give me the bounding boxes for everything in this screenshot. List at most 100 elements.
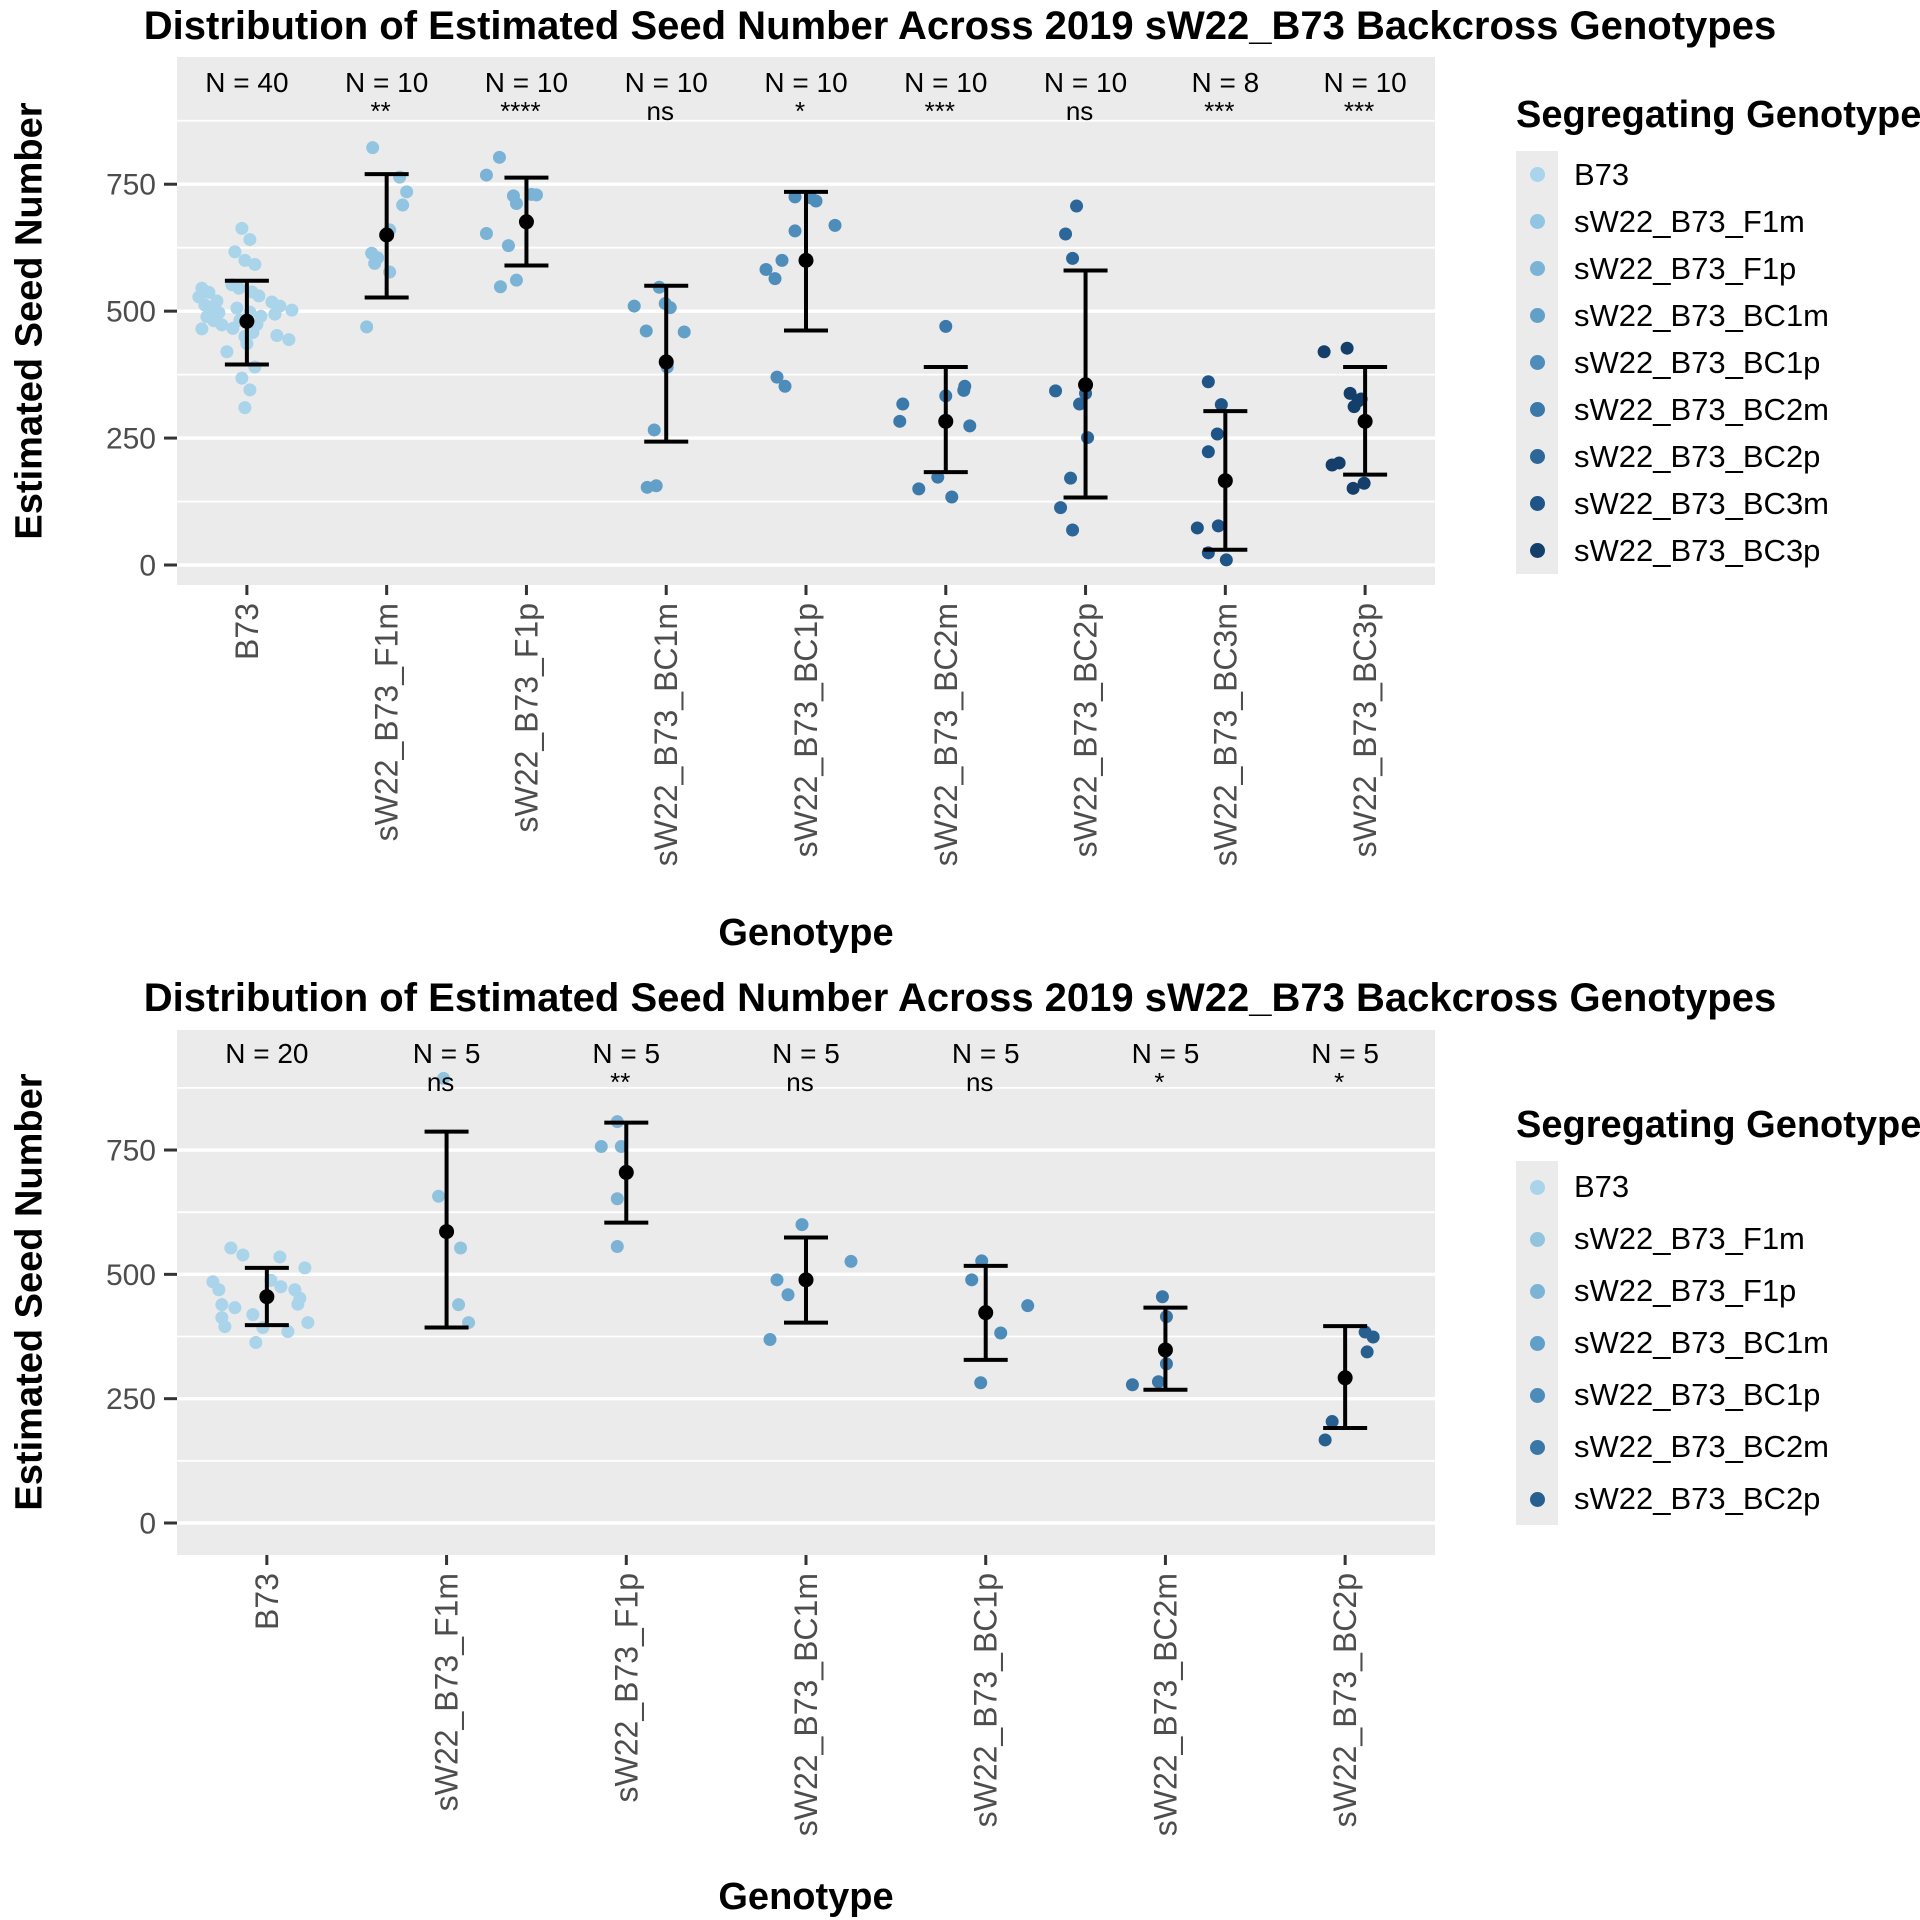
legend-label: sW22_B73_F1m	[1574, 203, 1805, 239]
n-label: N = 10	[904, 67, 987, 98]
legend-item: sW22_B73_F1p	[1516, 245, 1920, 292]
significance-label: **	[610, 1067, 630, 1097]
legend-label: sW22_B73_BC2p	[1574, 438, 1821, 474]
legend-key	[1516, 480, 1558, 527]
data-point	[268, 307, 282, 321]
legend-item: sW22_B73_BC2m	[1516, 1421, 1920, 1473]
data-point	[274, 1280, 288, 1294]
mean-point	[798, 252, 814, 268]
legend-label: sW22_B73_BC1m	[1574, 1325, 1830, 1360]
legend-swatch	[1529, 543, 1545, 558]
data-point	[1073, 397, 1087, 411]
legend-key	[1516, 1369, 1558, 1421]
data-point	[1357, 476, 1371, 490]
data-point	[202, 285, 216, 299]
data-point	[285, 303, 299, 317]
data-point	[1151, 1375, 1165, 1389]
n-label: N = 5	[772, 1038, 840, 1069]
data-point	[963, 419, 977, 433]
y-tick-label: 250	[106, 423, 156, 456]
data-point	[677, 325, 691, 339]
legend-label: sW22_B73_BC3m	[1574, 485, 1830, 521]
data-point	[1155, 1290, 1169, 1304]
legend-label: sW22_B73_F1p	[1574, 250, 1797, 286]
legend-label: B73	[1574, 1169, 1630, 1204]
n-label: N = 5	[1132, 1038, 1200, 1069]
n-label: N = 5	[413, 1038, 481, 1069]
legend-key	[1516, 245, 1558, 292]
significance-label: ****	[500, 96, 540, 126]
legend-key	[1516, 386, 1558, 433]
n-label: N = 10	[1323, 67, 1406, 98]
data-point	[501, 239, 515, 253]
data-point	[1059, 227, 1073, 241]
data-point	[1201, 375, 1215, 389]
legend-label: sW22_B73_BC3p	[1574, 532, 1821, 568]
data-point	[432, 1189, 446, 1203]
data-point	[795, 1218, 809, 1232]
data-point	[1214, 398, 1228, 412]
chart-bottom: Distribution of Estimated Seed Number Ac…	[0, 960, 1920, 1920]
significance-label: ns	[1066, 96, 1093, 126]
significance-label: ***	[1344, 96, 1374, 126]
mean-point	[658, 354, 674, 370]
legend-key	[1516, 151, 1558, 198]
data-point	[301, 1316, 315, 1330]
significance-label: ***	[925, 96, 955, 126]
data-point	[215, 318, 229, 332]
data-point	[437, 1071, 451, 1085]
data-point	[298, 1261, 312, 1275]
legend-item: B73	[1516, 1161, 1920, 1213]
data-point	[1340, 341, 1354, 355]
legend-item: sW22_B73_BC2p	[1516, 433, 1920, 480]
legend-item: B73	[1516, 151, 1920, 198]
data-point	[220, 345, 234, 359]
legend-swatch	[1529, 496, 1545, 511]
data-point	[236, 1248, 250, 1262]
data-point	[1049, 384, 1063, 398]
data-point	[232, 281, 246, 295]
data-point	[243, 383, 257, 397]
data-point	[647, 423, 661, 437]
legend-swatch	[1529, 1283, 1545, 1299]
legend-label: sW22_B73_F1p	[1574, 1273, 1797, 1308]
n-label: N = 5	[592, 1038, 660, 1069]
legend-swatch	[1529, 261, 1545, 276]
legend-title: Segregating Genotype	[1516, 94, 1920, 136]
legend-key	[1516, 292, 1558, 339]
significance-label: ns	[646, 96, 673, 126]
legend-swatch	[1529, 1491, 1545, 1507]
data-point	[1190, 521, 1204, 535]
x-axis-title: Genotype	[718, 1876, 894, 1918]
data-point	[775, 253, 789, 267]
legend-label: sW22_B73_BC1m	[1574, 297, 1830, 333]
legend-items: B73 sW22_B73_F1m sW22_B73_F1p sW22_B73_BC1m…	[1516, 1161, 1920, 1525]
data-point	[1064, 471, 1078, 485]
legend-item: sW22_B73_BC3p	[1516, 527, 1920, 574]
legend-swatch	[1529, 1335, 1545, 1351]
data-point	[1219, 553, 1233, 567]
legend-swatch	[1529, 214, 1545, 229]
data-point	[452, 1298, 466, 1312]
data-point	[273, 1250, 287, 1264]
legend-item: sW22_B73_BC1p	[1516, 339, 1920, 386]
x-tick-label: sW22_B73_BC2m	[928, 603, 964, 866]
legend-key	[1516, 1265, 1558, 1317]
data-point	[770, 1273, 784, 1287]
legend-key	[1516, 339, 1558, 386]
n-label: N = 10	[1044, 67, 1127, 98]
x-tick-label: sW22_B73_BC1p	[968, 1573, 1004, 1827]
data-point	[965, 1273, 979, 1287]
significance-label: ***	[1204, 96, 1234, 126]
legend-swatch	[1529, 355, 1545, 370]
data-point	[610, 1192, 624, 1206]
data-point	[1125, 1378, 1139, 1392]
data-point	[400, 185, 414, 199]
x-tick-label: sW22_B73_F1p	[508, 603, 544, 832]
x-tick-label: sW22_B73_BC3p	[1347, 603, 1383, 857]
data-point	[270, 329, 284, 343]
data-point	[226, 321, 240, 335]
legend-item: sW22_B73_BC2p	[1516, 1473, 1920, 1525]
data-point	[1318, 1433, 1332, 1447]
